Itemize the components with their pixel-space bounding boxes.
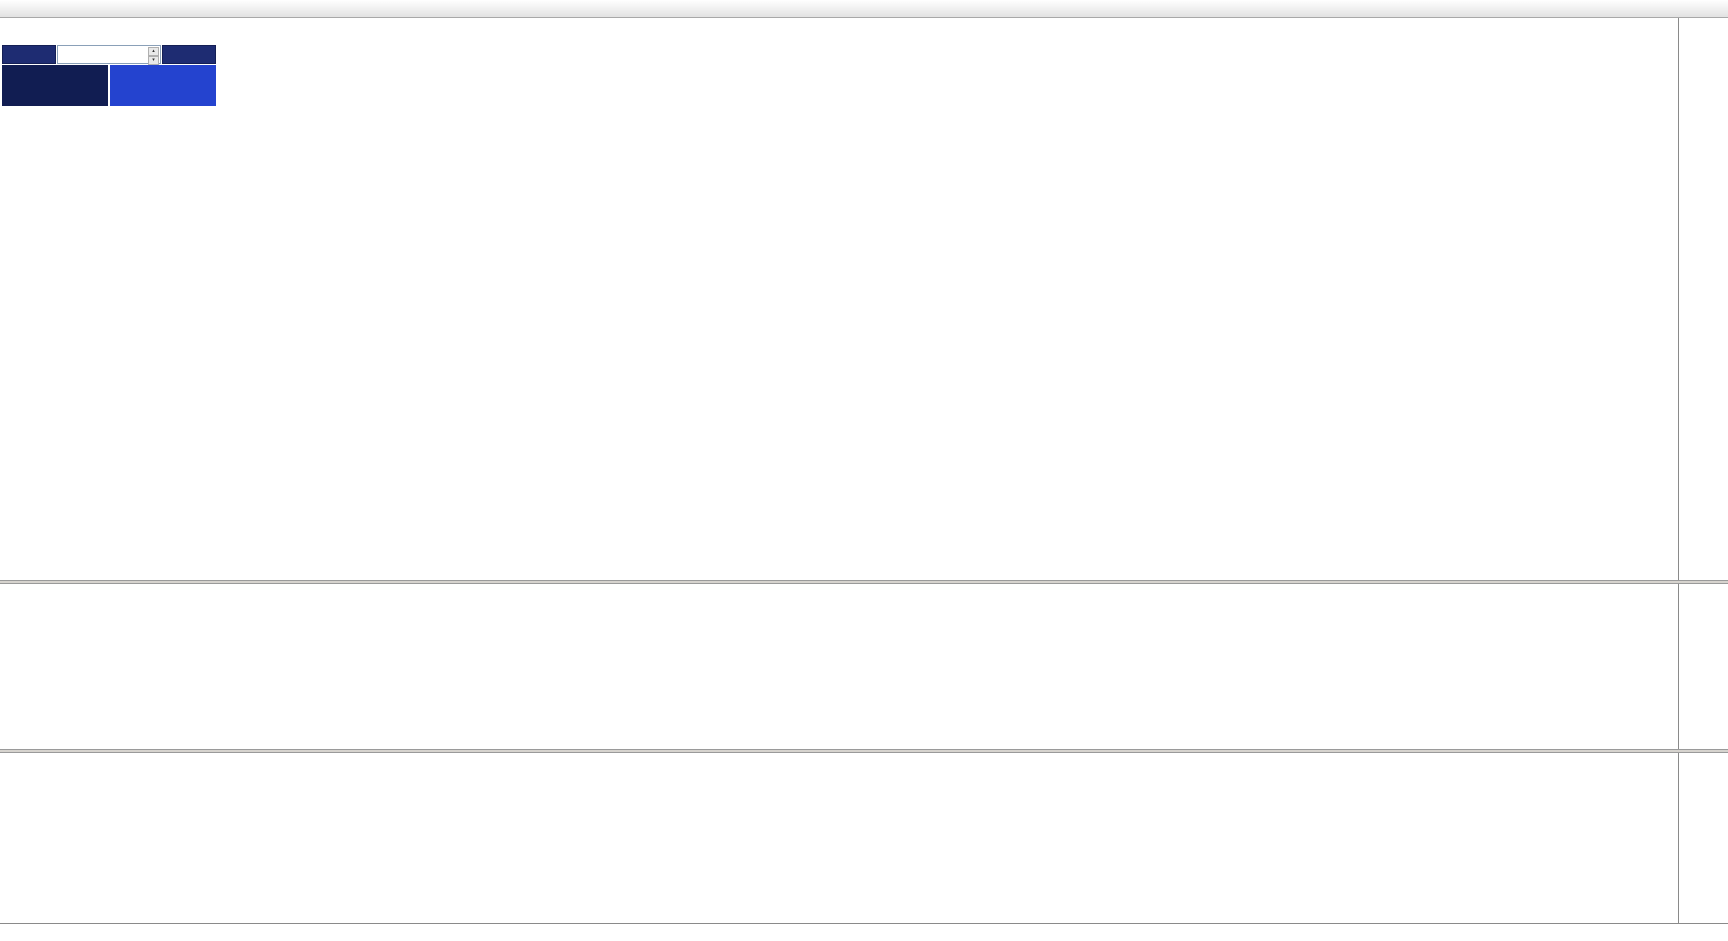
pane-separator[interactable] xyxy=(0,749,1728,753)
macd-indicator-label xyxy=(6,588,16,600)
buy-button[interactable] xyxy=(162,45,216,64)
one-click-trading-panel: ▴ ▾ xyxy=(2,45,216,106)
toolbar xyxy=(0,0,1728,18)
sell-price-panel[interactable] xyxy=(2,65,108,106)
volume-spinner[interactable]: ▴ ▾ xyxy=(148,47,159,65)
buy-price-panel[interactable] xyxy=(110,65,216,106)
volume-down-icon[interactable]: ▾ xyxy=(148,56,159,65)
rsi-indicator-label xyxy=(6,757,12,769)
pane-separator[interactable] xyxy=(0,580,1728,584)
volume-up-icon[interactable]: ▴ xyxy=(148,47,159,56)
sell-button[interactable] xyxy=(2,45,56,64)
volume-field[interactable]: ▴ ▾ xyxy=(57,45,161,65)
time-axis[interactable] xyxy=(0,923,1728,941)
price-axis[interactable] xyxy=(1678,18,1728,940)
